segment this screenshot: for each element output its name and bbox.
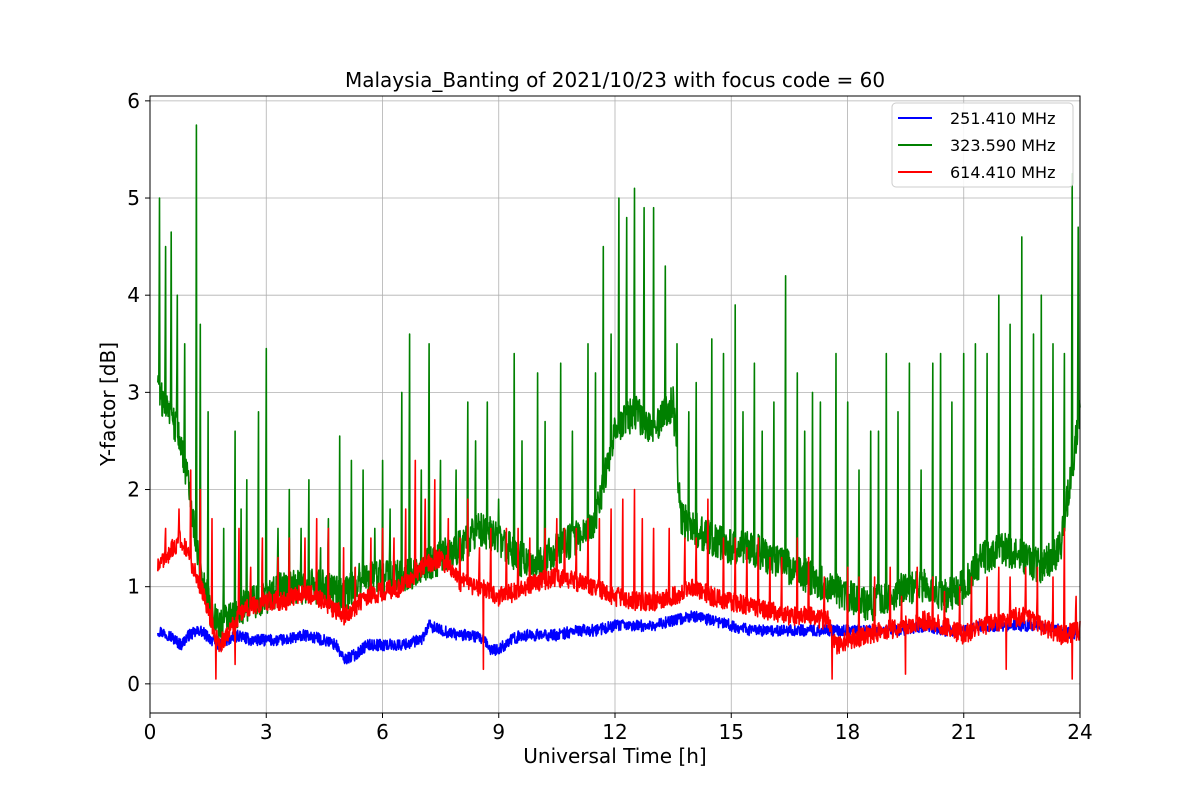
x-axis-label: Universal Time [h] — [523, 744, 706, 768]
y-axis-label: Y-factor [dB] — [96, 342, 120, 467]
x-tick-label: 0 — [144, 720, 157, 744]
x-tick-label: 9 — [492, 720, 505, 744]
y-tick-label: 4 — [127, 283, 140, 307]
y-tick-label: 5 — [127, 186, 140, 210]
x-tick-label: 21 — [951, 720, 976, 744]
y-tick-label: 6 — [127, 89, 140, 113]
x-tick-label: 12 — [602, 720, 627, 744]
legend-label-251mhz: 251.410 MHz — [950, 109, 1055, 128]
y-tick-label: 2 — [127, 478, 140, 502]
series-614mhz — [157, 459, 1081, 680]
x-tick-label: 6 — [376, 720, 389, 744]
series-layer — [157, 124, 1081, 680]
x-tick-label: 3 — [260, 720, 273, 744]
legend-label-614mhz: 614.410 MHz — [950, 163, 1055, 182]
x-tick-label: 18 — [835, 720, 860, 744]
y-tick-label: 0 — [127, 672, 140, 696]
x-tick-label: 15 — [719, 720, 744, 744]
legend-box — [891, 102, 1074, 188]
x-tick-label: 24 — [1067, 720, 1092, 744]
legend: 251.410 MHz 323.590 MHz 614.410 MHz — [891, 102, 1074, 188]
chart-title: Malaysia_Banting of 2021/10/23 with focu… — [345, 68, 885, 92]
y-tick-label: 3 — [127, 380, 140, 404]
y-tick-label: 1 — [127, 575, 140, 599]
legend-label-323mhz: 323.590 MHz — [950, 136, 1055, 155]
